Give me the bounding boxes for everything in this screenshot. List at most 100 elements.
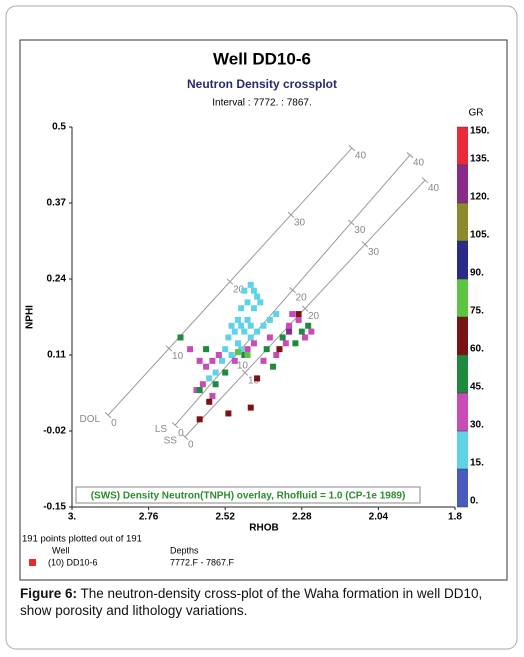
point xyxy=(238,305,245,312)
point xyxy=(222,369,229,376)
porosity-label: 0 xyxy=(111,418,117,429)
point xyxy=(196,357,203,364)
point xyxy=(234,340,241,347)
point xyxy=(177,334,184,341)
y-tick-label: 0.11 xyxy=(47,350,66,361)
point xyxy=(286,328,293,335)
point xyxy=(295,316,302,323)
point xyxy=(187,346,194,353)
porosity-tick xyxy=(406,152,414,159)
colorbar-bin xyxy=(457,203,468,241)
point xyxy=(231,328,238,335)
caption-label: Figure 6: xyxy=(20,586,78,601)
point xyxy=(225,334,232,341)
point xyxy=(203,363,210,370)
porosity-tick xyxy=(347,219,355,226)
y-tick-label: 0.5 xyxy=(52,122,66,133)
point xyxy=(247,404,254,411)
point xyxy=(286,322,293,329)
colorbar-tick-label: 75. xyxy=(470,306,484,317)
porosity-label: 0 xyxy=(188,439,194,450)
porosity-tick xyxy=(165,345,173,352)
porosity-tick xyxy=(104,412,112,419)
point xyxy=(244,316,251,323)
colorbar-tick-label: 90. xyxy=(470,268,484,279)
overlay-note-box xyxy=(75,486,421,504)
point xyxy=(276,346,283,353)
colorbar-bin xyxy=(457,393,468,431)
colorbar-bin xyxy=(457,165,468,203)
colorbar-bin xyxy=(457,241,468,279)
porosity-tick xyxy=(361,241,369,248)
colorbar-tick-label: 15. xyxy=(470,458,484,469)
lithology-label: DOL xyxy=(80,414,101,425)
x-tick-label: 2.76 xyxy=(139,512,159,523)
y-tick-label: -0.02 xyxy=(43,426,66,437)
colorbar-bin xyxy=(457,279,468,317)
point xyxy=(196,387,203,394)
porosity-label: 20 xyxy=(308,311,320,322)
colorbar-tick-label: 30. xyxy=(470,420,484,431)
point xyxy=(228,322,235,329)
point xyxy=(279,334,286,341)
point xyxy=(301,334,308,341)
colorbar-bin xyxy=(457,469,468,507)
lithology-label: LS xyxy=(155,424,168,435)
porosity-label: 10 xyxy=(237,360,249,371)
colorbar-tick-label: 135. xyxy=(470,154,490,165)
porosity-tick xyxy=(287,211,295,218)
point xyxy=(212,381,219,388)
porosity-tick xyxy=(171,422,179,429)
point xyxy=(212,369,219,376)
point xyxy=(228,352,235,358)
point xyxy=(225,410,232,417)
caption: Figure 6: The neutron-density cross-plot… xyxy=(20,585,510,619)
porosity-tick xyxy=(181,433,189,440)
point xyxy=(257,299,264,306)
point xyxy=(247,281,254,288)
porosity-tick xyxy=(241,369,249,376)
figure-border xyxy=(5,5,518,650)
point xyxy=(254,375,261,382)
point xyxy=(215,352,222,358)
point xyxy=(193,387,200,394)
x-tick-label: 1.8 xyxy=(448,512,462,523)
point xyxy=(203,346,210,353)
point xyxy=(292,340,299,347)
point xyxy=(244,299,251,306)
x-tick-label: 2.52 xyxy=(215,512,235,523)
point xyxy=(206,375,213,382)
x-axis-label: RHOB xyxy=(249,523,278,534)
chart-frame xyxy=(19,39,508,581)
colorbar-tick-label: 150. xyxy=(470,126,490,137)
point xyxy=(238,322,245,329)
point xyxy=(222,346,229,353)
porosity-label: 40 xyxy=(428,183,440,194)
porosity-label: 20 xyxy=(233,284,245,295)
point xyxy=(295,311,302,318)
colorbar-tick-label: 0. xyxy=(470,496,479,507)
x-tick-label: 3. xyxy=(68,512,77,523)
point xyxy=(241,352,248,358)
stats: 191 points plotted out of 191 xyxy=(22,534,142,545)
point xyxy=(298,328,305,335)
porosity-tick xyxy=(289,287,296,294)
point xyxy=(250,340,257,347)
caption-text: The neutron-density cross-plot of the Wa… xyxy=(20,586,483,618)
point xyxy=(231,357,238,364)
x-tick-label: 2.04 xyxy=(369,512,389,523)
point xyxy=(305,322,312,329)
porosity-label: 40 xyxy=(355,151,367,162)
point xyxy=(270,363,277,370)
point xyxy=(241,328,248,335)
point xyxy=(219,357,226,364)
point xyxy=(266,334,273,341)
colorbar-bin xyxy=(457,355,468,393)
point xyxy=(247,334,254,341)
porosity-tick xyxy=(421,177,429,184)
point xyxy=(273,311,280,318)
point xyxy=(209,392,216,399)
overlay-note: (SWS) Density Neutron(TNPH) overlay, Rho… xyxy=(91,491,406,502)
colorbar-tick-label: 45. xyxy=(470,382,484,393)
